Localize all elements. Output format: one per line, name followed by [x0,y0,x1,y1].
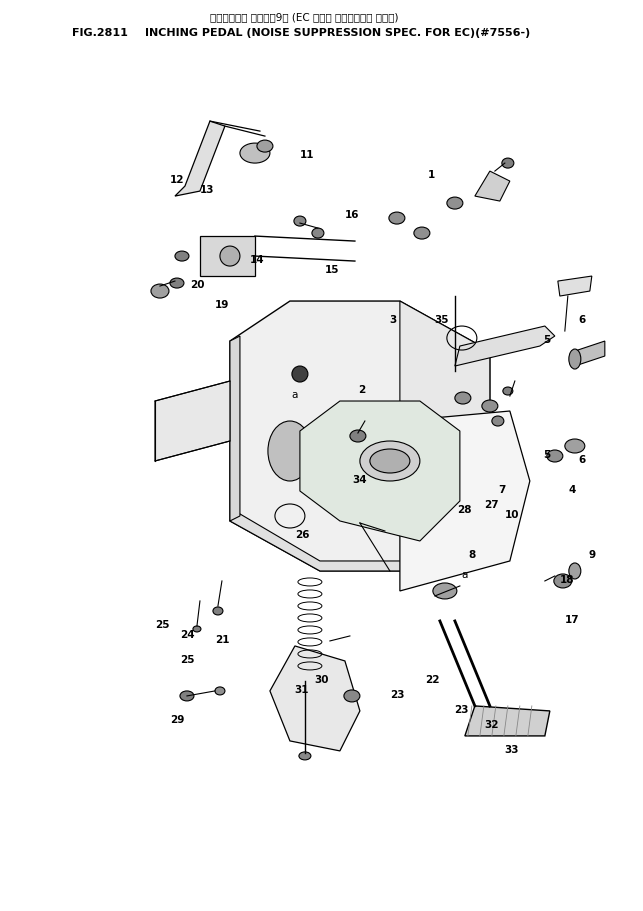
Ellipse shape [502,159,514,169]
Polygon shape [270,646,360,751]
Polygon shape [230,301,490,571]
Text: 1: 1 [428,170,435,180]
Text: 4: 4 [568,485,575,495]
Ellipse shape [370,449,410,473]
Text: 24: 24 [179,630,194,640]
Text: 32: 32 [485,720,499,730]
Ellipse shape [215,687,225,695]
Polygon shape [400,411,530,591]
Text: 30: 30 [314,675,329,685]
Polygon shape [455,326,555,366]
Text: 12: 12 [170,175,184,185]
Polygon shape [475,171,510,201]
Text: 18: 18 [559,575,574,585]
Text: 28: 28 [458,505,472,515]
Text: 16: 16 [345,210,359,220]
Ellipse shape [350,430,366,442]
Text: 23: 23 [390,690,404,700]
Text: 20: 20 [190,280,204,290]
Ellipse shape [220,246,240,266]
Ellipse shape [569,349,581,369]
Text: FIG.2811: FIG.2811 [72,28,128,38]
Ellipse shape [503,387,513,395]
Ellipse shape [312,228,324,238]
Text: 19: 19 [215,300,229,310]
Polygon shape [465,706,550,736]
Ellipse shape [433,583,457,599]
Polygon shape [558,276,592,296]
Text: 22: 22 [424,675,439,685]
Ellipse shape [193,626,201,632]
Text: インチング゚ ペ゚タ〉9ル (EC ムケ゚ テイソウオン ショウ): インチング゚ ペ゚タ〉9ル (EC ムケ゚ テイソウオン ショウ) [210,12,399,22]
Ellipse shape [170,278,184,288]
Ellipse shape [294,216,306,226]
Ellipse shape [482,400,498,412]
Polygon shape [300,401,460,541]
Text: 34: 34 [352,475,367,485]
Ellipse shape [175,251,189,261]
Text: 29: 29 [170,715,184,725]
Polygon shape [575,341,605,366]
Ellipse shape [547,450,563,462]
Text: a: a [462,570,468,580]
Text: 6: 6 [578,315,586,325]
Ellipse shape [292,366,308,382]
Text: 17: 17 [565,615,579,625]
Polygon shape [175,121,225,196]
Ellipse shape [268,421,312,481]
Ellipse shape [360,441,420,481]
Ellipse shape [569,563,581,579]
Text: 5: 5 [543,450,550,460]
Ellipse shape [344,690,360,702]
Text: 26: 26 [294,530,309,540]
Polygon shape [155,381,230,461]
Text: 5: 5 [543,335,550,345]
Text: 10: 10 [505,510,519,520]
Text: 13: 13 [200,185,214,195]
Text: 31: 31 [294,685,309,695]
Text: 8: 8 [468,550,475,560]
Text: INCHING PEDAL (NOISE SUPPRESSION SPEC. FOR EC)(#7556-): INCHING PEDAL (NOISE SUPPRESSION SPEC. F… [145,28,530,38]
Ellipse shape [240,143,270,163]
Polygon shape [230,336,240,521]
Text: 2: 2 [358,385,365,395]
Text: 11: 11 [300,150,314,160]
Ellipse shape [389,212,405,224]
Text: 21: 21 [215,635,229,645]
Ellipse shape [414,227,430,239]
Text: 14: 14 [249,255,264,265]
Text: 9: 9 [588,550,595,560]
Polygon shape [230,511,490,571]
Ellipse shape [447,197,463,209]
Text: 35: 35 [435,315,449,325]
Ellipse shape [565,439,585,453]
Ellipse shape [299,752,311,760]
Ellipse shape [554,574,572,588]
Ellipse shape [455,392,471,404]
Text: 3: 3 [389,315,397,325]
Text: 15: 15 [325,265,339,275]
Text: 23: 23 [455,705,469,715]
Text: 27: 27 [485,500,499,510]
Text: 25: 25 [155,620,169,630]
Ellipse shape [492,416,504,426]
Polygon shape [400,301,490,531]
Ellipse shape [213,607,223,615]
Text: 33: 33 [505,745,519,755]
Text: a: a [292,390,298,400]
Ellipse shape [257,140,273,152]
Text: 6: 6 [578,455,586,465]
Bar [200,236,255,276]
Ellipse shape [151,284,169,298]
Text: 7: 7 [498,485,505,495]
Ellipse shape [180,691,194,701]
Text: 25: 25 [179,655,194,665]
